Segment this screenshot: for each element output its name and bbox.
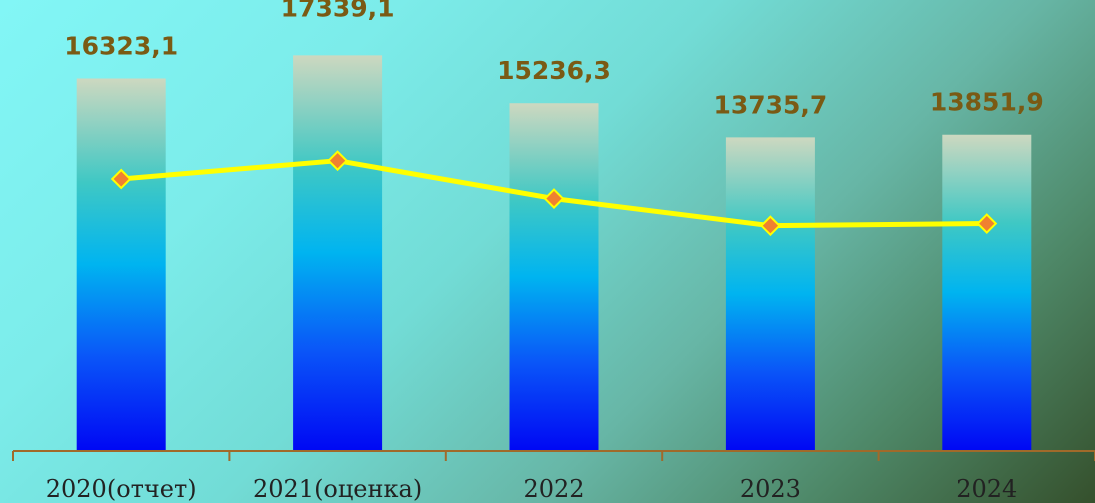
value-labels-group: 16323,1 17339,1 15236,3 13735,7 13851,9 [64,0,1043,119]
bar-3 [509,103,599,451]
bar-4 [725,137,815,450]
line-point-3 [543,188,565,210]
value-label-2: 17339,1 [281,0,395,22]
x-tick-label-5: 2024 [956,475,1017,503]
value-label-3: 15236,3 [497,56,611,85]
x-tick-label-4: 2023 [740,475,801,503]
bars-group [76,55,1032,451]
line-point-1 [110,168,132,190]
value-label-1: 16323,1 [64,31,178,60]
x-tick-label-3: 2022 [523,475,584,503]
x-tick-label-1: 2020(отчет) [46,475,197,503]
x-tick-label-2: 2021(оценка) [253,475,422,503]
bar-2 [293,55,383,450]
bar-5 [942,134,1032,450]
trend-line-group [110,150,998,237]
value-label-4: 13735,7 [713,90,827,119]
line-point-5 [976,213,998,234]
bar-1 [76,78,166,451]
x-tick-labels-group: 2020(отчет) 2021(оценка) 2022 2023 2024 [46,475,1018,503]
line-point-2 [327,150,349,172]
x-axis [12,450,1095,461]
line-point-4 [759,215,781,237]
value-label-5: 13851,9 [930,88,1044,117]
